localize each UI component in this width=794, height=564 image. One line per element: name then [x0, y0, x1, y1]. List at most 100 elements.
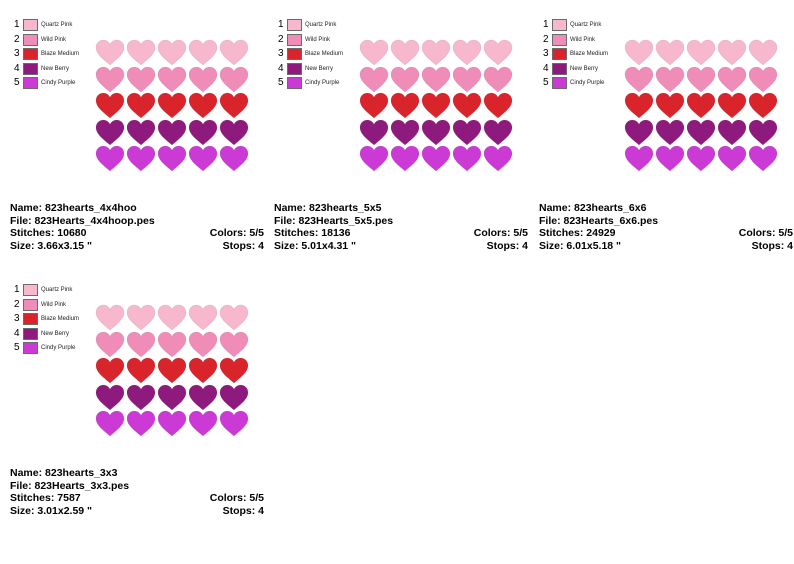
heart-icon [219, 39, 249, 66]
color-number: 5 [543, 77, 549, 88]
design-file: File: 823Hearts_5x5.pes [274, 214, 394, 227]
color-legend: 1 Quartz Pink 2 Wild Pink 3 Blaze Medium 4 N… [14, 283, 79, 356]
heart-icon [421, 145, 451, 172]
heart-icon [686, 66, 716, 93]
color-number: 3 [14, 48, 20, 59]
stop-count: Stops: 4 [751, 239, 793, 252]
color-name: Blaze Medium [305, 51, 344, 57]
heart-icon [421, 66, 451, 93]
legend-row: 5 Cindy Purple [278, 76, 343, 90]
heart-icon [686, 145, 716, 172]
color-name: Wild Pink [570, 36, 596, 43]
design-card-4x4: 1 Quartz Pink 2 Wild Pink 3 Blaze Medium 4 N… [10, 12, 270, 262]
info-row: Name: 823hearts_3x3 [10, 467, 264, 480]
heart-icon [219, 410, 249, 437]
color-swatch [287, 33, 302, 46]
stitch-count: Stitches: 18136 [274, 227, 351, 239]
legend-row: 5 Cindy Purple [14, 76, 79, 90]
color-swatch [287, 77, 302, 89]
heart-icon [95, 66, 125, 93]
heart-icon [717, 145, 747, 172]
heart-icon [390, 145, 420, 172]
design-card-6x6: 1 Quartz Pink 2 Wild Pink 3 Blaze Medium 4 N… [539, 12, 794, 262]
legend-row: 5 Cindy Purple [543, 76, 608, 90]
color-swatch [23, 77, 38, 89]
heart-icon [748, 92, 778, 119]
heart-icon [483, 119, 513, 146]
legend-row: 1 Quartz Pink [14, 18, 79, 32]
heart-icon [483, 66, 513, 93]
color-name: Cindy Purple [41, 345, 76, 351]
color-swatch [23, 284, 38, 296]
heart-icon [188, 384, 218, 411]
heart-icon [157, 410, 187, 437]
heart-icon [421, 119, 451, 146]
heart-icon [95, 39, 125, 66]
heart-icon [95, 92, 125, 119]
color-swatch [23, 33, 38, 46]
heart-icon [188, 39, 218, 66]
design-info: Name: 823hearts_6x6 File: 823Hearts_6x6.… [539, 202, 793, 252]
info-row: Size: 5.01x4.31 " Stops: 4 [274, 240, 528, 253]
heart-icon [219, 331, 249, 358]
color-number: 3 [14, 313, 20, 324]
heart-icon [717, 66, 747, 93]
info-row: Stitches: 10680 Colors: 5/5 [10, 227, 264, 240]
color-legend: 1 Quartz Pink 2 Wild Pink 3 Blaze Medium 4 N… [278, 18, 343, 91]
color-swatch [23, 62, 38, 75]
color-number: 5 [14, 77, 20, 88]
heart-icon [483, 145, 513, 172]
design-card-5x5: 1 Quartz Pink 2 Wild Pink 3 Blaze Medium 4 N… [274, 12, 534, 262]
color-number: 4 [543, 62, 549, 74]
legend-row: 4 New Berry [14, 62, 79, 76]
heart-icon [686, 119, 716, 146]
heart-icon [126, 410, 156, 437]
stitch-count: Stitches: 7587 [10, 492, 81, 504]
info-row: Size: 3.01x2.59 " Stops: 4 [10, 505, 264, 518]
heart-icon [157, 304, 187, 331]
legend-row: 2 Wild Pink [543, 33, 608, 47]
heart-icon [126, 39, 156, 66]
heart-icon [157, 119, 187, 146]
heart-icon [686, 39, 716, 66]
heart-icon [95, 304, 125, 331]
info-row: Size: 6.01x5.18 " Stops: 4 [539, 240, 793, 253]
heart-icon [452, 92, 482, 119]
heart-icon [624, 66, 654, 93]
heart-icon [390, 119, 420, 146]
legend-row: 4 New Berry [14, 327, 79, 341]
design-file: File: 823Hearts_4x4hoop.pes [10, 214, 155, 227]
heart-icon [219, 66, 249, 93]
color-swatch [23, 313, 38, 325]
heart-icon [219, 92, 249, 119]
legend-row: 1 Quartz Pink [543, 18, 608, 32]
design-file: File: 823Hearts_3x3.pes [10, 479, 130, 492]
heart-icon [390, 66, 420, 93]
stitch-count: Stitches: 10680 [10, 227, 87, 239]
color-number: 1 [278, 19, 284, 30]
heart-icon [188, 410, 218, 437]
heart-icon [624, 92, 654, 119]
heart-icon [421, 39, 451, 66]
heart-icon [655, 92, 685, 119]
heart-icon [686, 92, 716, 119]
stop-count: Stops: 4 [222, 239, 264, 252]
heart-icon [95, 384, 125, 411]
color-number: 5 [14, 342, 20, 353]
color-name: Wild Pink [41, 36, 67, 43]
heart-icon [157, 331, 187, 358]
color-name: Cindy Purple [570, 80, 605, 86]
color-name: Quartz Pink [570, 22, 602, 28]
heart-icon [655, 145, 685, 172]
color-count: Colors: 5/5 [209, 492, 264, 504]
color-name: Blaze Medium [41, 51, 80, 57]
heart-icon [359, 119, 389, 146]
info-row: File: 823Hearts_3x3.pes [10, 480, 264, 493]
heart-icon [219, 145, 249, 172]
color-name: Wild Pink [305, 36, 331, 43]
color-swatch [552, 62, 567, 75]
heart-icon [95, 357, 125, 384]
color-swatch [23, 19, 38, 31]
info-row: Stitches: 24929 Colors: 5/5 [539, 227, 793, 240]
heart-icon [359, 145, 389, 172]
